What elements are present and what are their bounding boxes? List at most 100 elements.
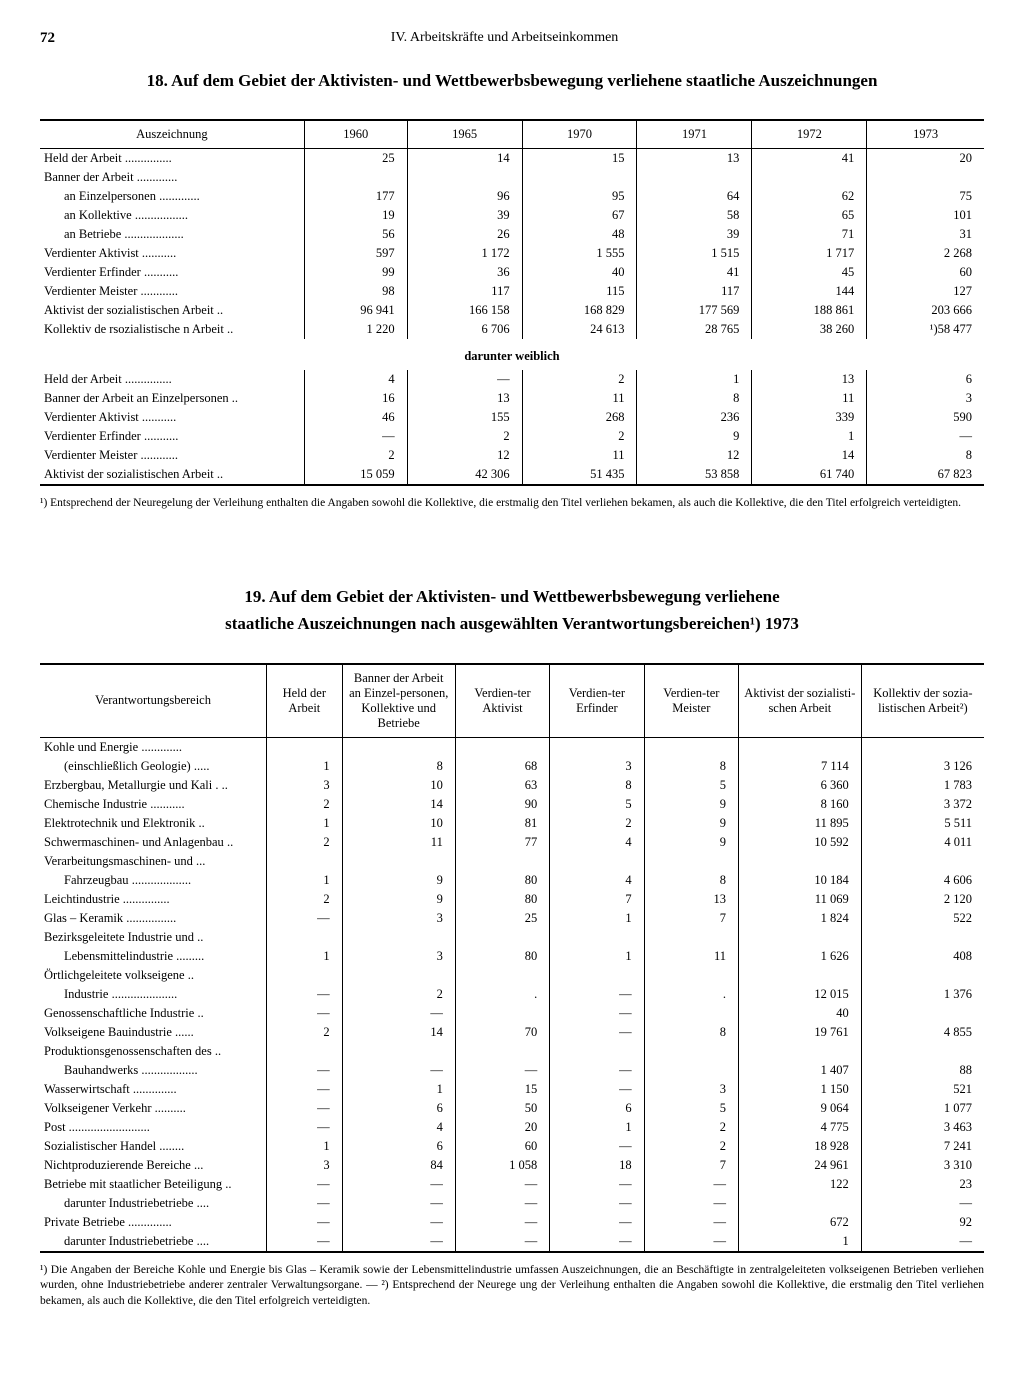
cell: 2 120 bbox=[861, 890, 984, 909]
cell: 5 bbox=[550, 795, 644, 814]
cell: 56 bbox=[304, 225, 407, 244]
cell: . bbox=[644, 985, 738, 1004]
cell bbox=[342, 1042, 455, 1061]
table-row: Verdienter Aktivist ...........461552682… bbox=[40, 408, 984, 427]
cell bbox=[267, 1042, 343, 1061]
cell: 10 bbox=[342, 776, 455, 795]
cell: — bbox=[455, 1061, 549, 1080]
cell: 90 bbox=[455, 795, 549, 814]
row-label: an Betriebe ................... bbox=[40, 225, 304, 244]
row-label: Verarbeitungsmaschinen- und ... bbox=[40, 852, 267, 871]
row-label: Glas – Keramik ................ bbox=[40, 909, 267, 928]
cell: 11 bbox=[342, 833, 455, 852]
cell: 9 bbox=[342, 890, 455, 909]
cell bbox=[644, 928, 738, 947]
cell: 1 bbox=[342, 1080, 455, 1099]
cell: 8 bbox=[550, 776, 644, 795]
cell: 11 069 bbox=[739, 890, 862, 909]
cell: 3 126 bbox=[861, 757, 984, 776]
cell: 96 bbox=[407, 187, 522, 206]
cell: 67 bbox=[522, 206, 637, 225]
cell: 3 bbox=[867, 389, 984, 408]
row-label: Volkseigener Verkehr .......... bbox=[40, 1099, 267, 1118]
cell bbox=[550, 928, 644, 947]
cell: 63 bbox=[455, 776, 549, 795]
row-label: Held der Arbeit ............... bbox=[40, 370, 304, 389]
cell: 19 761 bbox=[739, 1023, 862, 1042]
cell bbox=[267, 966, 343, 985]
cell: — bbox=[550, 1194, 644, 1213]
cell bbox=[644, 852, 738, 871]
title-line: staatliche Auszeichnungen nach ausgewähl… bbox=[225, 614, 799, 633]
cell: 2 268 bbox=[867, 244, 984, 263]
cell: 3 bbox=[550, 757, 644, 776]
cell bbox=[637, 168, 752, 187]
cell: 590 bbox=[867, 408, 984, 427]
cell: 20 bbox=[867, 149, 984, 168]
cell bbox=[455, 852, 549, 871]
col: Banner der Arbeit an Einzel-personen, Ko… bbox=[342, 665, 455, 738]
cell: 18 bbox=[550, 1156, 644, 1175]
cell: 6 706 bbox=[407, 320, 522, 339]
page-number: 72 bbox=[40, 30, 55, 47]
cell: 40 bbox=[739, 1004, 862, 1023]
cell: 8 bbox=[644, 871, 738, 890]
row-label: Lebensmittelindustrie ......... bbox=[40, 947, 267, 966]
row-label: Verdienter Erfinder ........... bbox=[40, 427, 304, 446]
cell: 8 bbox=[342, 757, 455, 776]
cell bbox=[739, 1042, 862, 1061]
cell: 4 855 bbox=[861, 1023, 984, 1042]
cell: 1 058 bbox=[455, 1156, 549, 1175]
table-row: Banner der Arbeit an Einzelpersonen ..16… bbox=[40, 389, 984, 408]
cell: 4 bbox=[550, 833, 644, 852]
col-header: Auszeichnung bbox=[40, 121, 304, 149]
table-row: Volkseigener Verkehr ..........—650659 0… bbox=[40, 1099, 984, 1118]
table-row: Schwermaschinen- und Anlagenbau ..211774… bbox=[40, 833, 984, 852]
cell: 80 bbox=[455, 890, 549, 909]
cell: 3 310 bbox=[861, 1156, 984, 1175]
cell: — bbox=[267, 1080, 343, 1099]
cell: 77 bbox=[455, 833, 549, 852]
cell: 25 bbox=[304, 149, 407, 168]
cell: 10 184 bbox=[739, 871, 862, 890]
cell: 1 515 bbox=[637, 244, 752, 263]
table18: Auszeichnung 1960 1965 1970 1971 1972 19… bbox=[40, 119, 984, 486]
cell: — bbox=[267, 1118, 343, 1137]
cell: 38 260 bbox=[752, 320, 867, 339]
cell bbox=[455, 928, 549, 947]
cell: 1 220 bbox=[304, 320, 407, 339]
cell: 15 bbox=[455, 1080, 549, 1099]
cell: 4 606 bbox=[861, 871, 984, 890]
cell: 1 bbox=[267, 814, 343, 833]
cell: 1 bbox=[267, 1137, 343, 1156]
cell: — bbox=[342, 1194, 455, 1213]
cell bbox=[267, 738, 343, 757]
table-row: Industrie .....................—2.—.12 0… bbox=[40, 985, 984, 1004]
cell: 10 592 bbox=[739, 833, 862, 852]
cell bbox=[867, 168, 984, 187]
table-row: Kollektiv de rsozialistische n Arbeit ..… bbox=[40, 320, 984, 339]
cell: 11 895 bbox=[739, 814, 862, 833]
cell: 2 bbox=[407, 427, 522, 446]
col: Aktivist der sozialisti-schen Arbeit bbox=[739, 665, 862, 738]
row-label: Erzbergbau, Metallurgie und Kali . .. bbox=[40, 776, 267, 795]
cell: 11 bbox=[522, 389, 637, 408]
row-label: Kohle und Energie ............. bbox=[40, 738, 267, 757]
table-row: Bezirksgeleitete Industrie und .. bbox=[40, 928, 984, 947]
cell: 1 555 bbox=[522, 244, 637, 263]
cell: — bbox=[550, 1004, 644, 1023]
cell: 10 bbox=[342, 814, 455, 833]
cell: 3 463 bbox=[861, 1118, 984, 1137]
cell: — bbox=[550, 1232, 644, 1252]
cell: 2 bbox=[267, 795, 343, 814]
cell: 2 bbox=[267, 833, 343, 852]
table-row: Aktivist der sozialistischen Arbeit ..15… bbox=[40, 465, 984, 485]
year-col: 1965 bbox=[407, 121, 522, 149]
row-label: Verdienter Erfinder ........... bbox=[40, 263, 304, 282]
cell: 5 511 bbox=[861, 814, 984, 833]
cell: 8 bbox=[644, 1023, 738, 1042]
cell: 101 bbox=[867, 206, 984, 225]
cell bbox=[861, 966, 984, 985]
cell: 1 717 bbox=[752, 244, 867, 263]
cell: 68 bbox=[455, 757, 549, 776]
